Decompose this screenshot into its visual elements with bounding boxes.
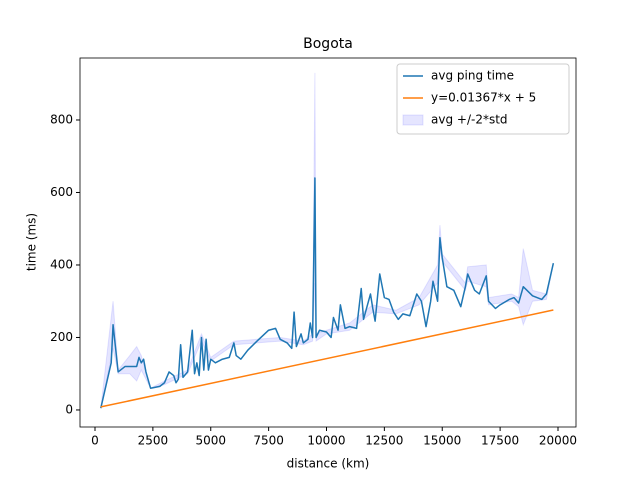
y-tick-label: 200 <box>50 330 73 344</box>
x-tick-label: 5000 <box>195 434 226 448</box>
legend-box <box>396 63 570 135</box>
x-tick-label: 7500 <box>253 434 284 448</box>
chart-title: Bogota <box>303 36 353 52</box>
y-tick-label: 400 <box>50 257 73 271</box>
x-tick-label: 2500 <box>138 434 169 448</box>
x-axis-label: distance (km) <box>287 457 370 471</box>
x-tick-label: 17500 <box>481 434 519 448</box>
x-tick-label: 10000 <box>307 434 345 448</box>
x-tick-label: 12500 <box>365 434 403 448</box>
x-tick-label: 0 <box>91 434 99 448</box>
legend-label: avg +/-2*std <box>431 113 508 127</box>
y-tick-label: 0 <box>65 402 73 416</box>
x-tick-label: 15000 <box>423 434 461 448</box>
plot-frame <box>79 57 577 428</box>
series-line <box>100 177 555 409</box>
legend-label: avg ping time <box>431 69 514 83</box>
legend-swatch <box>402 114 424 126</box>
y-axis-label: time (ms) <box>25 213 39 271</box>
series-line <box>100 309 554 408</box>
y-tick-label: 600 <box>50 185 73 199</box>
y-tick-label: 800 <box>50 112 73 126</box>
x-tick-label: 20000 <box>539 434 577 448</box>
legend-label: y=0.01367*x + 5 <box>431 91 536 105</box>
